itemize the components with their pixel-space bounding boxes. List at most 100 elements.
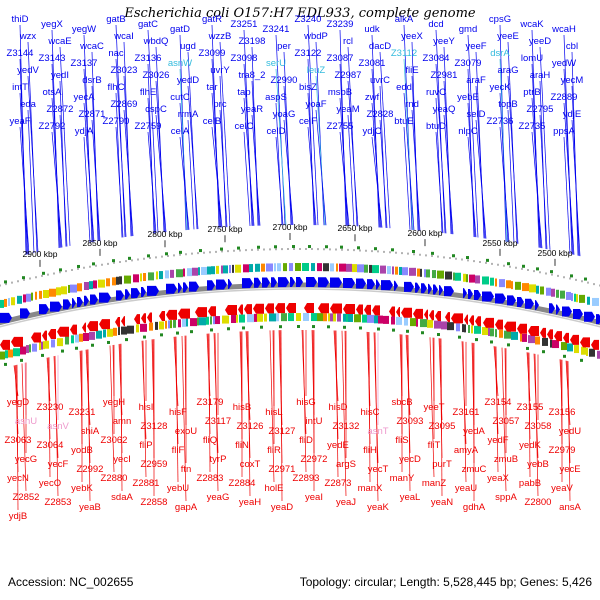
reverse-gene-label: yecN (7, 473, 29, 484)
forward-cog-segment (119, 276, 122, 285)
forward-gene-label: flhE (140, 87, 156, 98)
forward-cog-segment (402, 267, 408, 276)
forward-gene-arrow (189, 281, 199, 292)
forward-cog-segment (302, 263, 309, 272)
reverse-gene-label: Z3064 (37, 440, 64, 451)
forward-gene-arrow (116, 290, 124, 301)
forward-leader-line (27, 41, 38, 253)
forward-gene-label: topB (498, 99, 518, 110)
reverse-gene-arrow (99, 319, 110, 330)
gc-marker (107, 340, 110, 344)
reverse-cog-segment (391, 316, 395, 325)
forward-gene-label: Z2872 (47, 104, 74, 115)
forward-gene-arrow (376, 279, 380, 290)
forward-cog-segment (176, 269, 183, 278)
reverse-gene-arrow (528, 325, 539, 336)
reverse-gene-label: shiA (81, 426, 100, 437)
reverse-gene-arrow (147, 312, 152, 323)
gc-marker (59, 268, 62, 272)
forward-cog-segment (387, 266, 391, 275)
forward-gene-label: eda (20, 99, 37, 110)
gc-marker (92, 262, 95, 266)
forward-gene-label: yedV (17, 65, 39, 76)
forward-gene-label: Z3136 (135, 53, 162, 64)
forward-leader-line (219, 41, 231, 227)
reverse-cog-segment (589, 348, 595, 357)
forward-gene-arrow (584, 311, 595, 322)
reverse-cog-segment (247, 314, 254, 323)
forward-cog-segment (93, 280, 97, 289)
forward-gene-label: yedW (552, 58, 576, 69)
reverse-gene-arrow (356, 304, 363, 315)
forward-gene-label: tar (206, 82, 217, 93)
forward-leader-line (435, 63, 447, 234)
forward-leader-line (347, 80, 359, 227)
forward-gene-label: Z3239 (327, 19, 354, 30)
forward-leader-line (403, 126, 411, 230)
forward-gene-arrow (433, 284, 438, 295)
reverse-gene-arrow (464, 314, 468, 325)
reverse-cog-segment (236, 314, 238, 323)
forward-gene-label: Z3241 (263, 24, 290, 35)
forward-gene-label: gatR (202, 14, 222, 25)
length-value: 5,528,445 bp; (443, 575, 517, 589)
reverse-gene-label: hisC (360, 407, 379, 418)
gc-marker (357, 246, 360, 250)
forward-cog-segment (84, 282, 89, 291)
forward-gene-label: wcaK (519, 19, 544, 30)
forward-cog-segment (529, 284, 536, 293)
reverse-leader-line (302, 329, 307, 473)
forward-gene-label: uvrY (210, 65, 230, 76)
forward-leader-line (563, 68, 574, 255)
gc-marker (312, 325, 315, 329)
forward-leader-line (315, 109, 327, 226)
forward-gene-label: Z3098 (231, 53, 258, 64)
reverse-cog-segment (65, 336, 69, 345)
accession-value: NC_002655 (69, 575, 134, 589)
forward-gene-label: msbB (328, 87, 352, 98)
forward-leader-line (91, 85, 100, 241)
reverse-cog-segment (328, 313, 330, 322)
forward-cog-segment (183, 268, 185, 277)
forward-gene-arrow (381, 280, 393, 291)
reverse-gene-arrow (591, 339, 599, 350)
forward-cog-segment (277, 263, 281, 272)
forward-leader-line (499, 126, 510, 243)
gc-marker (392, 328, 395, 332)
forward-leader-line (531, 63, 541, 248)
reverse-cog-segment (378, 315, 383, 324)
reverse-gene-label: yegH (103, 397, 125, 408)
reverse-cog-segment (190, 318, 197, 327)
reverse-gene-arrow (57, 326, 69, 337)
forward-gene-label: ruvC (426, 87, 446, 98)
reverse-cog-segment (383, 315, 389, 324)
gc-marker (412, 250, 415, 254)
gc-marker (325, 245, 328, 249)
forward-cog-segment (70, 284, 77, 293)
gc-marker (199, 249, 202, 253)
reverse-cog-segment (462, 324, 464, 333)
reverse-cog-segment (427, 319, 433, 328)
forward-gene-arrow (131, 288, 140, 299)
reverse-cog-segment (528, 335, 535, 344)
forward-gene-label: araG (497, 65, 518, 76)
forward-leader-line (435, 131, 444, 234)
forward-gene-label: wzzB (208, 31, 232, 42)
reverse-leader-line (534, 353, 539, 497)
forward-gene-arrow (84, 295, 89, 306)
reverse-cog-segment (276, 313, 279, 322)
reverse-gene-label: Z2959 (141, 459, 168, 470)
forward-leader-line (499, 92, 509, 243)
reverse-gene-label: yedK (519, 440, 541, 451)
forward-leader-line (347, 114, 355, 227)
forward-gene-label: yecM (561, 75, 584, 86)
forward-cog-segment (56, 287, 61, 296)
reverse-cog-segment (296, 313, 301, 322)
reverse-gene-label: amyA (454, 445, 479, 456)
reverse-gene-label: yeaI (305, 492, 323, 503)
forward-gene-arrow (72, 298, 76, 309)
reverse-cog-segment (416, 318, 418, 327)
reverse-cog-segment (504, 330, 511, 339)
forward-leader-line (83, 136, 91, 243)
forward-leader-line (411, 75, 420, 231)
